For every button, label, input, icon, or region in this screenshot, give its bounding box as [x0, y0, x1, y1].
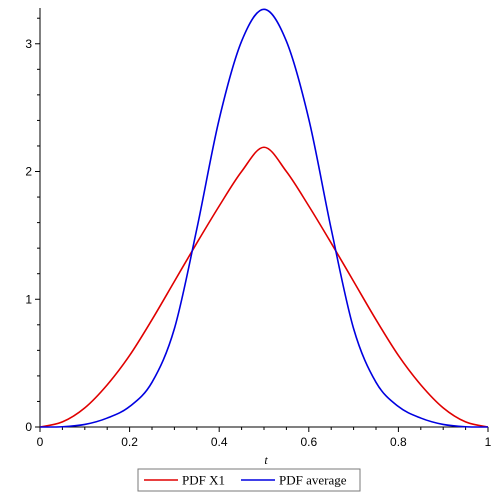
- x-axis-ticks: 0 0.2 0.4 0.6 0.8 1: [37, 427, 492, 449]
- legend-label: PDF average: [279, 473, 347, 488]
- y-tick-label: 1: [25, 292, 32, 306]
- x-tick-label: 0.8: [390, 435, 407, 449]
- x-tick-label: 0.6: [300, 435, 317, 449]
- x-axis-label: t: [264, 453, 268, 467]
- x-tick-label: 0.2: [121, 435, 138, 449]
- legend: PDF X1 PDF average: [137, 468, 361, 492]
- series-line-pdf-x1: [39, 146, 489, 428]
- series-layer: [39, 8, 489, 428]
- x-tick-label: 1: [485, 435, 492, 449]
- y-tick-label: 0: [25, 420, 32, 434]
- axes: [39, 8, 488, 428]
- x-tick-label: 0: [37, 435, 44, 449]
- series-line-pdf-average: [39, 8, 489, 428]
- legend-label: PDF X1: [182, 473, 225, 488]
- y-axis-ticks: 0 1 2 3: [25, 17, 40, 434]
- x-tick-label: 0.4: [211, 435, 228, 449]
- y-tick-label: 3: [25, 37, 32, 51]
- y-tick-label: 2: [25, 165, 32, 179]
